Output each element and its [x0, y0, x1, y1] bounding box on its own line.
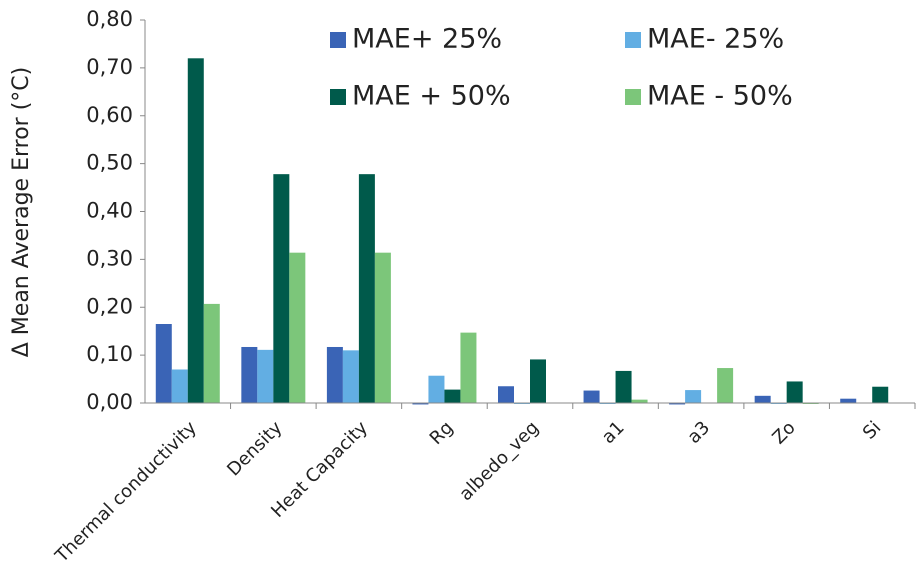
bar: [374, 252, 391, 403]
legend-label: MAE+ 25%: [352, 24, 502, 55]
legend-swatch: [330, 89, 346, 105]
bar: [289, 252, 306, 403]
bar: [615, 370, 632, 403]
bar: [754, 395, 771, 403]
legend-label: MAE + 50%: [352, 81, 511, 112]
legend-swatch: [625, 32, 641, 48]
legend-swatch: [625, 89, 641, 105]
bar: [444, 389, 461, 403]
y-axis-label: Δ Mean Average Error (°C): [9, 67, 34, 357]
bar: [840, 398, 857, 403]
y-tick-label: 0,20: [86, 294, 133, 318]
x-tick-label: Rg: [426, 417, 458, 449]
bar: [187, 58, 204, 404]
y-tick-label: 0,30: [86, 246, 133, 270]
bar: [872, 386, 889, 403]
bar: [342, 350, 359, 403]
y-tick-label: 0,50: [86, 151, 133, 175]
bar: [583, 390, 600, 403]
bar: [358, 174, 375, 403]
bar: [257, 349, 274, 403]
y-tick-label: 0,70: [86, 55, 133, 79]
bar: [717, 368, 734, 403]
bar: [155, 324, 172, 403]
bar: [412, 403, 429, 405]
y-tick-label: 0,80: [86, 7, 133, 31]
y-tick-label: 0,00: [86, 390, 133, 414]
legend-label: MAE- 25%: [647, 24, 784, 55]
bar: [428, 375, 445, 403]
bar: [669, 403, 686, 405]
bar: [203, 303, 220, 403]
x-tick-label: a3: [683, 417, 714, 448]
legend-label: MAE - 50%: [647, 81, 793, 112]
x-tick-label: Density: [223, 417, 286, 480]
x-tick-label: Thermal conductivity: [51, 417, 201, 567]
bar: [460, 332, 477, 403]
x-tick-label: Si: [859, 417, 885, 443]
x-tick-label: albedo_veg: [455, 417, 543, 505]
bar: [631, 399, 648, 403]
bar: [530, 359, 546, 403]
legend-swatch: [330, 32, 346, 48]
y-tick-label: 0,60: [86, 103, 133, 127]
x-tick-label: a1: [598, 417, 629, 448]
bar: [326, 346, 343, 403]
x-tick-label: Zo: [768, 417, 799, 448]
bar: [273, 174, 290, 403]
bar: [241, 346, 258, 403]
bar: [685, 390, 702, 403]
bar: [171, 369, 188, 403]
bar: [498, 386, 514, 403]
y-tick-label: 0,40: [86, 199, 133, 223]
y-tick-label: 0,10: [86, 342, 133, 366]
bar: [786, 381, 803, 403]
